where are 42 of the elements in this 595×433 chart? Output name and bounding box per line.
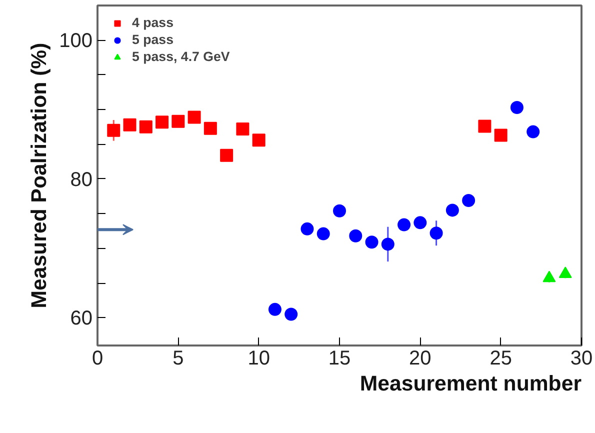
point — [478, 120, 492, 133]
x-tick-label: 30 — [570, 348, 593, 370]
point — [316, 227, 330, 240]
point — [236, 122, 250, 136]
legend-label: 5 pass, 4.7 GeV — [132, 49, 230, 64]
y-tick-label: 100 — [59, 30, 93, 52]
point — [494, 128, 508, 142]
legend-label: 5 pass — [132, 32, 174, 47]
point — [139, 120, 152, 134]
x-axis-title: Measurement number — [360, 372, 582, 396]
point — [510, 101, 524, 114]
y-tick-label: 80 — [70, 168, 93, 191]
point — [300, 222, 314, 236]
point — [268, 302, 282, 316]
point — [123, 118, 136, 132]
point — [252, 134, 266, 147]
x-tick-label: 20 — [409, 348, 432, 370]
point — [188, 110, 201, 124]
point — [526, 125, 540, 138]
point — [172, 114, 185, 128]
x-tick-label: 15 — [328, 348, 351, 370]
point — [204, 122, 217, 135]
x-tick-label: 10 — [248, 348, 270, 370]
point — [381, 238, 394, 251]
point — [284, 308, 298, 321]
point — [365, 236, 378, 249]
y-tick-label: 60 — [70, 308, 93, 330]
point — [398, 218, 411, 232]
point — [156, 116, 169, 129]
point — [430, 226, 443, 240]
x-tick-label: 0 — [92, 348, 104, 370]
x-tick-label: 5 — [172, 348, 184, 370]
point — [462, 194, 476, 207]
point — [107, 124, 120, 137]
point — [446, 204, 459, 217]
y-axis-title: Measured Poalrization (%) — [27, 42, 52, 308]
point — [333, 204, 346, 218]
x-tick-label: 25 — [490, 348, 512, 370]
legend-label: 4 pass — [132, 15, 174, 30]
point — [349, 229, 362, 242]
point — [414, 216, 427, 230]
point — [220, 148, 234, 162]
